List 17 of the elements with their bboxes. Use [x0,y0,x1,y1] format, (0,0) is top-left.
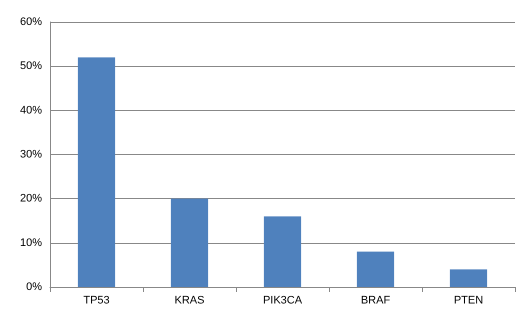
x-tick-label: KRAS [174,294,204,306]
y-tick-label: 30% [20,148,42,160]
x-tick-label: PTEN [454,294,484,306]
bar [170,198,208,287]
y-tick-label: 0% [26,281,42,293]
bar [264,216,302,287]
y-tick-label: 40% [20,104,42,116]
y-tick-label: 60% [20,16,42,28]
bar [450,269,488,287]
x-tick-label: TP53 [83,294,110,306]
bar [356,252,394,287]
bar [78,57,116,287]
y-tick-label: 10% [20,236,42,249]
x-tick-label: PIK3CA [262,294,303,306]
x-tick-label: BRAF [360,294,390,306]
y-tick-label: 20% [20,192,42,205]
y-tick-label: 50% [20,60,42,72]
